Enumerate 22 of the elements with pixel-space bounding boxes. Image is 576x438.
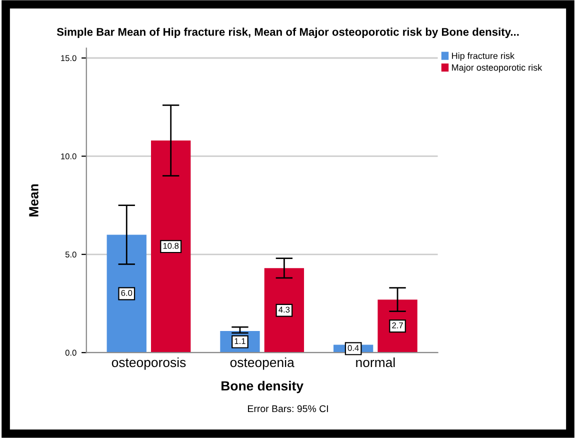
data-label: 1.1: [234, 338, 246, 344]
legend-label: Hip fracture risk: [452, 52, 515, 61]
x-axis-title: Bone density: [222, 380, 304, 394]
data-label: 10.8: [163, 242, 179, 249]
y-axis-title: Mean: [29, 184, 38, 216]
y-tick-label: 15.0: [61, 55, 76, 62]
data-label: 4.3: [278, 306, 290, 313]
y-tick-label: 10.0: [61, 153, 76, 160]
data-label: 6.0: [121, 290, 132, 296]
bar: [264, 268, 304, 353]
bar: [106, 234, 146, 353]
data-label: 2.7: [392, 322, 403, 328]
bar: [151, 140, 191, 353]
x-tick-label: normal: [356, 357, 395, 368]
chart-title: Simple Bar Mean of Hip fracture risk, Mean of Major osteoporotic risk by Bone density...: [56, 28, 519, 38]
legend-label: Major osteoporotic risk: [452, 64, 542, 73]
y-tick-label: 5.0: [65, 252, 76, 258]
text: Error Bars: 95% CI: [248, 405, 328, 412]
data-label: 0.4: [348, 345, 359, 351]
y-tick-label: 0.0: [65, 350, 76, 356]
x-tick-label: osteoporosis: [112, 357, 186, 370]
x-tick-label: osteopenia: [230, 357, 294, 370]
